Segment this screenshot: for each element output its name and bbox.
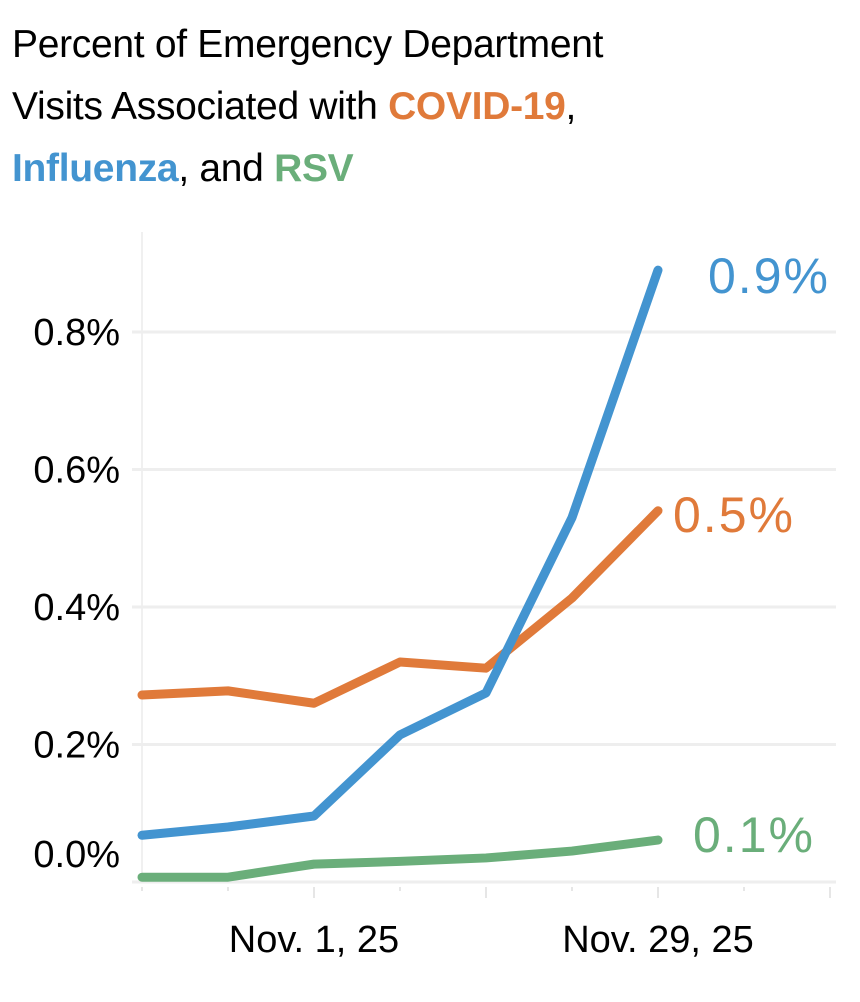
y-tick-label: 0.0% bbox=[33, 834, 120, 876]
title-line-1: Percent of Emergency Department bbox=[12, 23, 604, 66]
end-label-rsv: 0.1% bbox=[693, 807, 815, 863]
title-line-2: Visits Associated with COVID-19, bbox=[12, 76, 603, 138]
series-line-rsv bbox=[137, 835, 663, 882]
title-rsv: RSV bbox=[274, 147, 354, 190]
end-label-influenza: 0.9% bbox=[708, 248, 830, 304]
y-tick-label: 0.4% bbox=[33, 587, 120, 629]
x-tick-label: Nov. 29, 25 bbox=[562, 919, 754, 961]
title-influenza: Influenza bbox=[12, 147, 179, 190]
title-covid: COVID-19 bbox=[388, 85, 566, 128]
chart-title: Percent of Emergency Department Visits A… bbox=[12, 14, 603, 200]
y-tick-label: 0.8% bbox=[33, 312, 120, 354]
title-comma: , bbox=[565, 85, 577, 128]
y-tick-label: 0.2% bbox=[33, 725, 120, 767]
end-label-covid-19: 0.5% bbox=[673, 487, 795, 543]
title-text: Visits Associated with bbox=[12, 85, 389, 128]
title-and: , and bbox=[178, 147, 275, 190]
y-tick-label: 0.6% bbox=[33, 450, 120, 492]
series-line-influenza bbox=[137, 265, 663, 840]
x-tick-label: Nov. 1, 25 bbox=[229, 919, 399, 961]
title-line-3: Influenza, and RSV bbox=[12, 138, 603, 200]
